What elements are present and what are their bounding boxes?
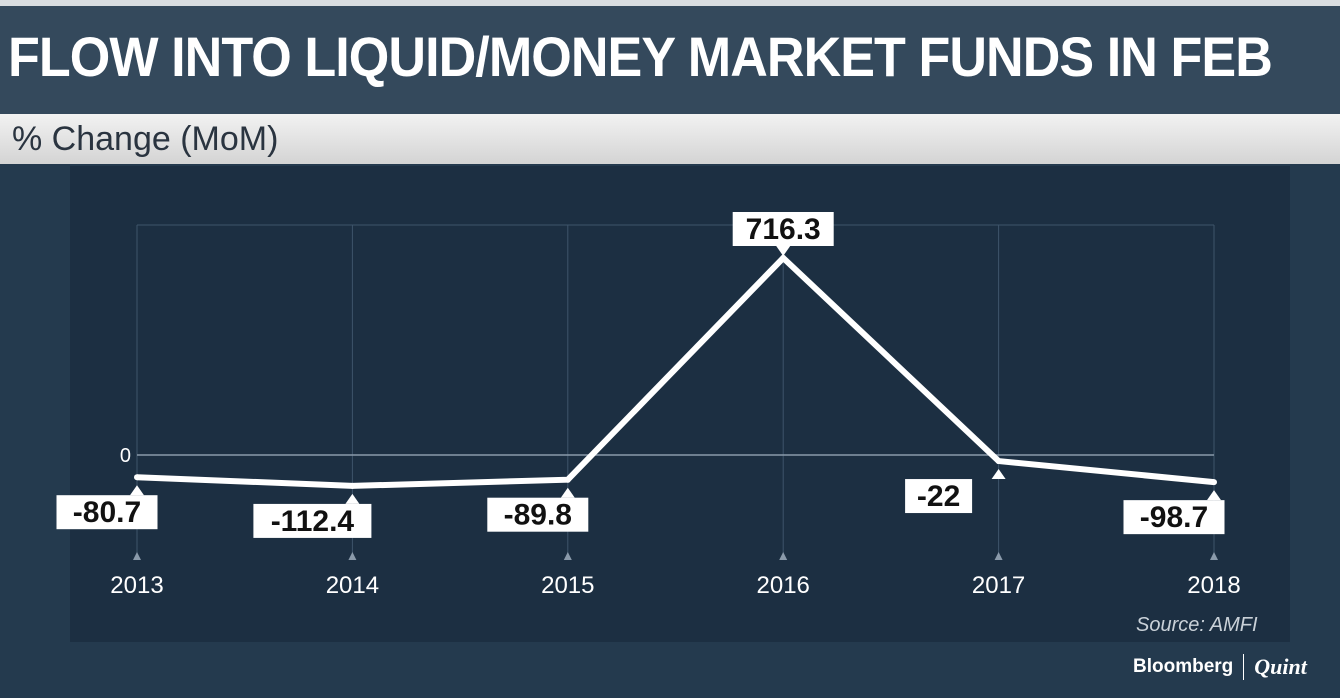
source-note: Source: AMFI (1136, 614, 1258, 636)
data-label: -80.7 (73, 496, 141, 529)
data-label-pointer (345, 493, 360, 504)
x-tick-label: 2016 (757, 572, 810, 599)
data-label-pointer (1207, 490, 1221, 501)
chart-subtitle: % Change (MoM) (12, 120, 279, 158)
x-tick-label: 2013 (110, 572, 163, 599)
data-label-box (732, 212, 834, 246)
data-label-box (56, 495, 158, 530)
axis-marker (348, 552, 357, 560)
data-label-box (1123, 500, 1225, 535)
data-label-pointer (560, 487, 575, 498)
data-point (564, 476, 571, 483)
data-label: -112.4 (271, 505, 355, 538)
data-label: -22 (917, 480, 960, 513)
brand-secondary: Quint (1254, 654, 1307, 679)
x-tick-label: 2018 (1187, 572, 1240, 599)
brand-divider (1243, 654, 1245, 680)
x-tick-label: 2014 (326, 572, 379, 599)
data-label: -89.8 (504, 499, 572, 532)
data-label: -98.7 (1140, 501, 1208, 534)
x-tick-label: 2017 (972, 572, 1025, 599)
data-label: 716.3 (746, 213, 821, 246)
chart-panel (70, 166, 1290, 642)
y-tick-label: 0 (120, 445, 131, 467)
data-label-pointer (130, 485, 144, 496)
brand-logo: Bloomberg Quint (1133, 654, 1307, 680)
title-bar: FLOW INTO LIQUID/MONEY MARKET FUNDS IN F… (0, 6, 1340, 114)
top-rule (0, 0, 1340, 6)
data-point (349, 482, 356, 489)
axis-marker (563, 552, 572, 560)
axis-marker (133, 552, 141, 560)
axis-marker (994, 552, 1003, 560)
data-point (134, 474, 140, 481)
data-point (780, 255, 787, 261)
data-label-pointer (776, 246, 791, 256)
axis-marker (1210, 552, 1218, 560)
data-label-pointer (991, 469, 1006, 480)
data-label-box (253, 503, 372, 538)
brand-primary: Bloomberg (1133, 656, 1234, 677)
data-point (1211, 479, 1217, 486)
chart-title: FLOW INTO LIQUID/MONEY MARKET FUNDS IN F… (8, 25, 1273, 88)
data-label-box (905, 479, 973, 514)
subtitle-bar: % Change (MoM) (0, 114, 1340, 164)
data-label-box (487, 497, 589, 532)
x-tick-label: 2015 (541, 572, 594, 599)
series-line (136, 253, 1215, 489)
axis-marker (779, 552, 788, 560)
data-point (995, 458, 1002, 465)
